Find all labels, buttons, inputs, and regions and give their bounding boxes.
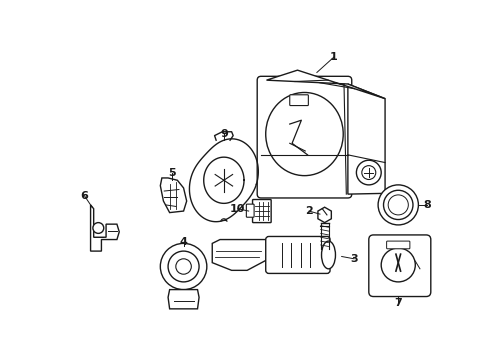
Ellipse shape	[265, 93, 343, 176]
Polygon shape	[160, 178, 186, 213]
Polygon shape	[347, 84, 384, 194]
Text: 2: 2	[305, 206, 312, 216]
Circle shape	[383, 190, 412, 220]
Text: 5: 5	[168, 167, 175, 177]
Circle shape	[361, 166, 375, 180]
FancyBboxPatch shape	[289, 95, 308, 105]
Polygon shape	[266, 70, 384, 99]
Circle shape	[387, 195, 407, 215]
Text: 3: 3	[349, 254, 357, 264]
Text: 4: 4	[179, 237, 187, 247]
FancyBboxPatch shape	[386, 241, 409, 249]
Circle shape	[93, 222, 103, 233]
Circle shape	[176, 259, 191, 274]
Text: 1: 1	[329, 52, 337, 62]
Text: 10: 10	[230, 204, 245, 214]
Polygon shape	[212, 239, 268, 270]
Polygon shape	[90, 205, 119, 251]
Circle shape	[381, 248, 414, 282]
Text: 7: 7	[393, 298, 401, 309]
FancyBboxPatch shape	[246, 204, 254, 217]
Text: 6: 6	[80, 191, 88, 201]
Circle shape	[377, 185, 418, 225]
FancyBboxPatch shape	[257, 76, 351, 198]
Polygon shape	[168, 289, 199, 309]
Circle shape	[356, 160, 381, 185]
FancyBboxPatch shape	[368, 235, 430, 297]
Circle shape	[160, 243, 206, 289]
FancyBboxPatch shape	[252, 199, 270, 222]
Ellipse shape	[321, 241, 335, 269]
Circle shape	[168, 251, 199, 282]
Text: 8: 8	[422, 200, 430, 210]
Text: 9: 9	[220, 129, 227, 139]
FancyBboxPatch shape	[265, 237, 329, 274]
